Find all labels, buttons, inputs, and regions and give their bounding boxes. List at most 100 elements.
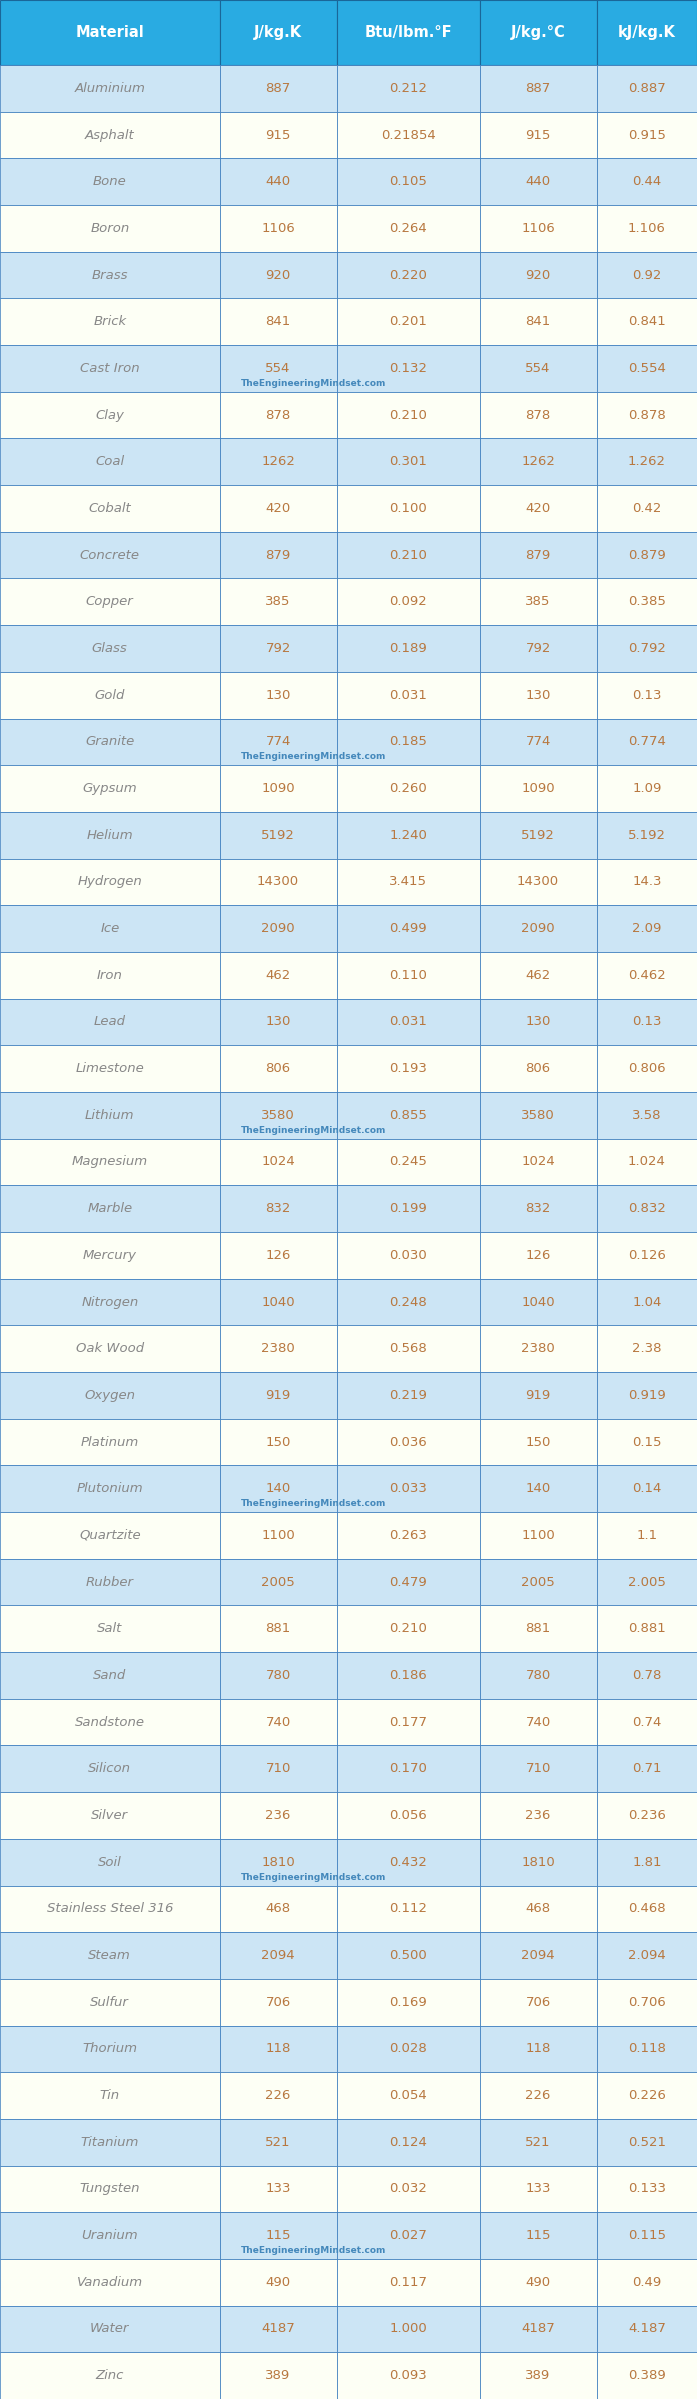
Bar: [480, 345, 597, 391]
Bar: [480, 1466, 597, 1511]
Text: Tungsten: Tungsten: [79, 2183, 140, 2195]
Text: J/kg.°C: J/kg.°C: [511, 24, 565, 41]
Text: 420: 420: [526, 501, 551, 516]
Bar: [0, 1324, 220, 1372]
Bar: [337, 720, 480, 765]
Bar: [597, 626, 697, 672]
Text: 0.806: 0.806: [628, 1063, 666, 1075]
Text: 0.115: 0.115: [628, 2229, 666, 2243]
Text: 1.09: 1.09: [632, 782, 661, 794]
Bar: [220, 1979, 337, 2025]
Bar: [597, 1979, 697, 2025]
Bar: [220, 2212, 337, 2260]
Bar: [480, 2212, 597, 2260]
Bar: [337, 1886, 480, 1931]
Text: 878: 878: [266, 408, 291, 422]
Text: Copper: Copper: [86, 595, 134, 609]
Text: 389: 389: [526, 2370, 551, 2382]
Text: 0.13: 0.13: [632, 689, 661, 701]
Text: 5192: 5192: [521, 828, 555, 842]
Text: 440: 440: [526, 175, 551, 187]
Bar: [597, 0, 697, 65]
Bar: [337, 1698, 480, 1746]
Bar: [220, 1931, 337, 1979]
Text: 2005: 2005: [521, 1576, 555, 1588]
Text: Soil: Soil: [98, 1857, 122, 1869]
Bar: [0, 204, 220, 252]
Text: 0.093: 0.093: [389, 2370, 427, 2382]
Bar: [480, 2073, 597, 2118]
Bar: [597, 859, 697, 904]
Text: 521: 521: [526, 2135, 551, 2150]
Bar: [0, 1046, 220, 1092]
Text: 115: 115: [266, 2229, 291, 2243]
Text: 1.024: 1.024: [628, 1156, 666, 1168]
Bar: [337, 1559, 480, 1605]
Text: Gold: Gold: [95, 689, 125, 701]
Bar: [597, 2353, 697, 2399]
Bar: [480, 113, 597, 158]
Text: 490: 490: [526, 2277, 551, 2289]
Text: 1.1: 1.1: [636, 1528, 657, 1543]
Text: 4187: 4187: [261, 2322, 295, 2337]
Bar: [0, 1466, 220, 1511]
Bar: [220, 113, 337, 158]
Bar: [220, 158, 337, 204]
Bar: [0, 0, 220, 65]
Bar: [0, 1931, 220, 1979]
Text: Bone: Bone: [93, 175, 127, 187]
Bar: [337, 439, 480, 485]
Text: 0.199: 0.199: [389, 1202, 427, 1216]
Text: 1.240: 1.240: [389, 828, 427, 842]
Bar: [337, 578, 480, 626]
Bar: [480, 2118, 597, 2166]
Bar: [0, 2073, 220, 2118]
Bar: [597, 204, 697, 252]
Text: Mercury: Mercury: [83, 1250, 137, 1262]
Text: 389: 389: [266, 2370, 291, 2382]
Bar: [597, 1046, 697, 1092]
Text: 0.14: 0.14: [632, 1483, 661, 1495]
Bar: [220, 204, 337, 252]
Text: 792: 792: [266, 643, 291, 655]
Bar: [220, 2305, 337, 2353]
Text: 0.032: 0.032: [389, 2183, 427, 2195]
Bar: [480, 1185, 597, 1233]
Text: 0.193: 0.193: [389, 1063, 427, 1075]
Text: 1090: 1090: [261, 782, 295, 794]
Bar: [0, 391, 220, 439]
Bar: [220, 2353, 337, 2399]
Text: 140: 140: [266, 1483, 291, 1495]
Text: 0.15: 0.15: [632, 1435, 661, 1449]
Text: Ice: Ice: [100, 921, 119, 936]
Text: 0.71: 0.71: [632, 1763, 661, 1775]
Bar: [337, 1418, 480, 1466]
Bar: [597, 904, 697, 952]
Bar: [480, 1372, 597, 1418]
Text: 0.49: 0.49: [632, 2277, 661, 2289]
Text: 0.110: 0.110: [389, 969, 427, 981]
Bar: [0, 2118, 220, 2166]
Text: Silicon: Silicon: [89, 1763, 131, 1775]
Text: 0.432: 0.432: [389, 1857, 427, 1869]
Bar: [220, 65, 337, 113]
Text: 0.792: 0.792: [628, 643, 666, 655]
Text: Cast Iron: Cast Iron: [80, 362, 139, 374]
Bar: [0, 1605, 220, 1653]
Bar: [597, 1092, 697, 1140]
Text: 1040: 1040: [261, 1295, 295, 1307]
Bar: [480, 1605, 597, 1653]
Text: 881: 881: [526, 1622, 551, 1636]
Bar: [337, 1092, 480, 1140]
Text: 792: 792: [526, 643, 551, 655]
Text: 841: 841: [526, 314, 551, 329]
Bar: [0, 65, 220, 113]
Text: 740: 740: [526, 1715, 551, 1730]
Text: Btu/lbm.°F: Btu/lbm.°F: [365, 24, 452, 41]
Bar: [480, 2353, 597, 2399]
Bar: [337, 1324, 480, 1372]
Bar: [0, 345, 220, 391]
Bar: [220, 811, 337, 859]
Text: Coal: Coal: [95, 456, 124, 468]
Text: Cobalt: Cobalt: [89, 501, 131, 516]
